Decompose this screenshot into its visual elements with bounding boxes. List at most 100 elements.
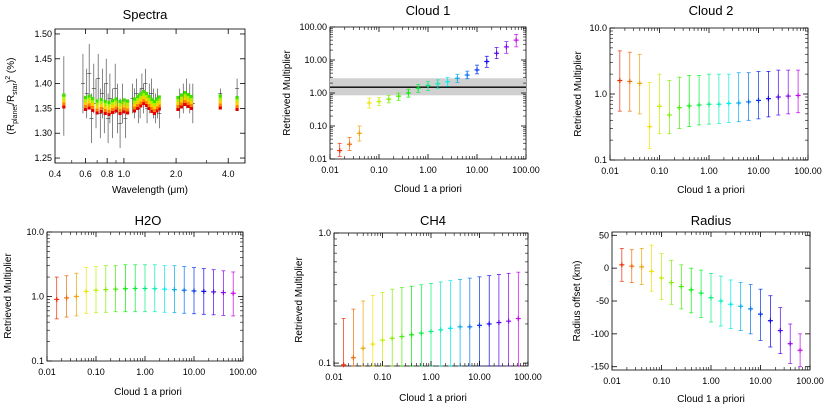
spectra-model-point: [125, 105, 130, 109]
spectra-model-point: [99, 97, 103, 102]
spectra-y-tick-label: 1.40: [34, 79, 52, 89]
spectra-model-point: [139, 104, 143, 108]
panel-radius: Radius 0.01 0.10 1.00 10.00 100.00 50 0 -50 -100…: [572, 213, 824, 405]
cloud1-y-tick-label: 10.00: [304, 55, 327, 65]
ch4-x-tick-label: 0.01: [325, 372, 343, 382]
panel-ch4: CH4 0.01 0.10 1.00 10.00 100.00 0.1 1.0 Cloud …: [294, 213, 542, 404]
spectra-model-point: [183, 99, 187, 104]
spectra-model-point: [179, 96, 184, 100]
cloud1-y-tick-label: 100.00: [299, 22, 327, 32]
spectra-model-point: [235, 107, 239, 111]
spectra-model-point: [218, 103, 222, 107]
spectra-x-tick-label: 2.0: [170, 169, 183, 179]
spectra-x-tick-label: 1.0: [118, 169, 131, 179]
cloud1-y-axis-label: Retrieved Multiplier: [282, 50, 293, 136]
spectra-model-point: [91, 108, 95, 112]
spectra-model-point: [110, 110, 115, 114]
cloud2-x-tick-label: 100.00: [794, 166, 822, 176]
spectra-model-point: [132, 106, 137, 110]
ch4-title: CH4: [420, 213, 446, 228]
spectra-model-point: [147, 94, 151, 99]
spectra-model-point: [103, 111, 107, 115]
spectra-model-point: [147, 106, 151, 111]
spectra-model-point: [155, 97, 159, 101]
spectra-model-point: [136, 100, 140, 105]
spectra-model-point: [157, 95, 161, 99]
h2o-y-tick-label: 1.0: [31, 292, 44, 302]
spectra-model-point: [139, 95, 143, 99]
spectra-y-tick-label: 1.25: [34, 153, 52, 163]
spectra-model-point: [107, 112, 111, 116]
spectra-model-point: [62, 93, 66, 97]
spectra-model-point: [150, 100, 154, 105]
spectra-x-tick-label: 0.4: [49, 169, 62, 179]
h2o-x-axis-label: Cloud 1 a priori: [114, 387, 182, 398]
spectra-model-point: [118, 111, 122, 115]
spectra-model-point: [87, 100, 91, 104]
spectra-model-point: [62, 99, 66, 103]
spectra-model-point: [83, 98, 88, 103]
spectra-model-point: [122, 104, 126, 108]
cloud2-x-tick-label: 0.01: [601, 166, 619, 176]
cloud2-x-tick-label: 1.00: [700, 166, 718, 176]
spectra-model-point: [91, 105, 95, 110]
h2o-x-tick-label: 100.00: [229, 367, 257, 377]
spectra-model-point: [155, 106, 159, 110]
spectra-x-axis-label: Wavelength (μm): [112, 185, 188, 196]
spectra-y-tick-label: 1.45: [34, 54, 52, 64]
ch4-x-tick-label: 10.00: [468, 372, 491, 382]
radius-x-tick-label: 100.00: [796, 376, 824, 386]
spectra-model-point: [122, 107, 126, 111]
spectra-y-tick-label: 1.30: [34, 128, 52, 138]
spectra-model-point: [150, 109, 154, 113]
spectra-model-point: [136, 106, 140, 111]
spectra-model-point: [176, 101, 180, 106]
spectra-model-point: [183, 90, 187, 95]
spectra-model-point: [189, 94, 193, 99]
ch4-y-tick-label: 0.1: [318, 358, 331, 368]
cloud1-y-tick-label: 0.10: [309, 121, 327, 131]
spectra-model-point: [62, 102, 66, 106]
radius-y-axis-label: Radius offset (km): [572, 261, 583, 342]
cloud2-data: [617, 50, 801, 149]
spectra-model-point: [62, 105, 66, 109]
spectra-model-point: [183, 102, 187, 107]
spectra-model-point: [83, 101, 88, 106]
cloud1-x-tick-label: 0.01: [321, 165, 339, 175]
cloud1-title: Cloud 1: [406, 3, 451, 18]
h2o-x-tick-label: 0.10: [87, 367, 105, 377]
spectra-model-point: [110, 104, 115, 109]
spectra-model-point: [99, 109, 103, 113]
ch4-x-axis-label: Cloud 1 a priori: [399, 393, 467, 404]
spectra-model-point: [99, 106, 103, 111]
h2o-y-axis-label: Retrieved Multiplier: [3, 253, 14, 339]
spectra-model-point: [189, 106, 193, 111]
spectra-model-point: [144, 97, 149, 102]
ch4-data: [341, 271, 521, 368]
ch4-x-tick-label: 0.10: [374, 372, 392, 382]
spectra-model-point: [107, 109, 111, 113]
spectra-model-point: [218, 106, 222, 110]
panel-spectra: Spectra 0.4 0.6 0.8 1.0 2.0 4.0 1.25 1.30 1.35 1.…: [5, 7, 246, 196]
spectra-model-point: [139, 98, 143, 102]
spectra-model-point: [95, 105, 99, 109]
spectra-model-point: [91, 102, 95, 107]
spectra-model-point: [144, 100, 149, 105]
spectra-x-tick-label: 0.8: [101, 169, 114, 179]
spectra-model-point: [114, 106, 118, 110]
spectra-model-point: [218, 100, 222, 104]
spectra-data: [61, 43, 240, 149]
ch4-x-tick-label: 1.00: [422, 372, 440, 382]
h2o-data: [54, 264, 236, 320]
spectra-model-point: [114, 109, 118, 113]
spectra-model-point: [157, 98, 161, 102]
spectra-model-point: [62, 96, 66, 100]
spectra-model-point: [186, 95, 190, 100]
spectra-model-point: [186, 92, 190, 97]
spectra-model-point: [103, 108, 107, 112]
h2o-x-tick-label: 10.00: [183, 367, 206, 377]
h2o-x-tick-label: 1.00: [136, 367, 154, 377]
cloud1-data: [330, 33, 526, 157]
h2o-title: H2O: [135, 213, 162, 228]
spectra-model-point: [179, 102, 184, 106]
